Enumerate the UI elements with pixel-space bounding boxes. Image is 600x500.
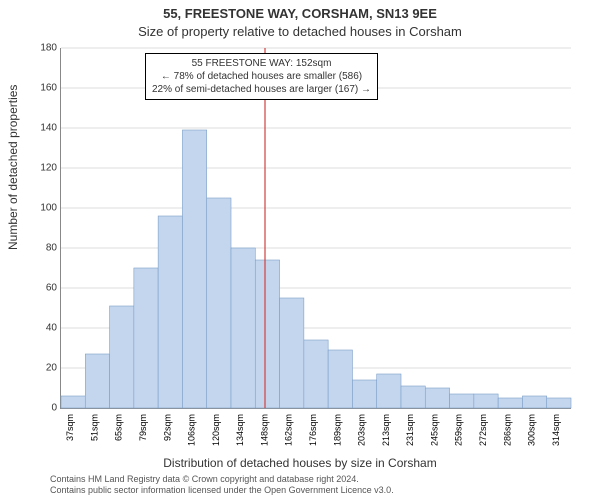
attribution-footer: Contains HM Land Registry data © Crown c…: [50, 474, 394, 496]
annotation-line1: 55 FREESTONE WAY: 152sqm: [152, 57, 371, 70]
x-tick: 162sqm: [284, 414, 294, 446]
y-tick: 120: [40, 163, 61, 174]
y-tick: 60: [46, 283, 61, 294]
x-tick: 231sqm: [405, 414, 415, 446]
plot-area: 37sqm51sqm65sqm79sqm92sqm106sqm120sqm134…: [60, 48, 571, 409]
x-tick: 79sqm: [138, 414, 148, 441]
y-tick: 100: [40, 203, 61, 214]
x-tick: 134sqm: [235, 414, 245, 446]
x-tick: 300sqm: [527, 414, 537, 446]
x-tick: 203sqm: [357, 414, 367, 446]
annotation-box: 55 FREESTONE WAY: 152sqm ← 78% of detach…: [145, 53, 378, 100]
x-tick: 65sqm: [114, 414, 124, 441]
y-tick: 80: [46, 243, 61, 254]
annotation-line3: 22% of semi-detached houses are larger (…: [152, 83, 371, 96]
x-axis-label: Distribution of detached houses by size …: [0, 456, 600, 470]
x-tick: 245sqm: [429, 414, 439, 446]
chart-container: 55, FREESTONE WAY, CORSHAM, SN13 9EE Siz…: [0, 0, 600, 500]
annotation-line2: ← 78% of detached houses are smaller (58…: [152, 70, 371, 83]
title-address: 55, FREESTONE WAY, CORSHAM, SN13 9EE: [0, 6, 600, 21]
y-tick: 0: [51, 403, 61, 414]
y-tick: 140: [40, 123, 61, 134]
x-tick: 37sqm: [65, 414, 75, 441]
x-tick: 120sqm: [211, 414, 221, 446]
x-tick: 148sqm: [259, 414, 269, 446]
x-tick: 176sqm: [308, 414, 318, 446]
x-tick: 51sqm: [89, 414, 99, 441]
x-tick: 106sqm: [187, 414, 197, 446]
x-tick: 314sqm: [551, 414, 561, 446]
x-tick: 272sqm: [478, 414, 488, 446]
footer-line1: Contains HM Land Registry data © Crown c…: [50, 474, 394, 485]
y-tick: 40: [46, 323, 61, 334]
x-tick: 189sqm: [332, 414, 342, 446]
x-tick: 286sqm: [502, 414, 512, 446]
title-subtitle: Size of property relative to detached ho…: [0, 24, 600, 39]
x-tick: 259sqm: [454, 414, 464, 446]
y-tick: 160: [40, 83, 61, 94]
footer-line2: Contains public sector information licen…: [50, 485, 394, 496]
histogram-svg: 37sqm51sqm65sqm79sqm92sqm106sqm120sqm134…: [61, 48, 571, 408]
x-tick: 92sqm: [162, 414, 172, 441]
y-tick: 20: [46, 363, 61, 374]
x-tick: 213sqm: [381, 414, 391, 446]
y-tick: 180: [40, 43, 61, 54]
y-axis-label: Number of detached properties: [6, 85, 20, 250]
